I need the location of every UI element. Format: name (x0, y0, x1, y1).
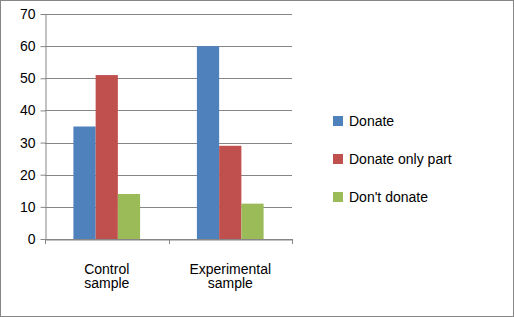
y-tick: 50 (20, 70, 46, 86)
chart: 0 10 20 30 40 50 60 70 Controlsample Experimental… (0, 0, 514, 317)
y-tick-mark (41, 239, 46, 240)
chart-border (1, 1, 514, 317)
y-tick-mark (41, 78, 46, 79)
y-tick-label: 40 (20, 102, 36, 118)
y-tick-label: 60 (20, 38, 36, 54)
x-separator (169, 239, 170, 244)
y-tick-label: 0 (28, 231, 36, 247)
grid-line (45, 46, 292, 47)
y-tick-label: 30 (20, 135, 36, 151)
bar (96, 75, 118, 239)
legend-label: Don't donate (349, 189, 428, 205)
y-tick-mark (41, 175, 46, 176)
legend-item: Donate only part (333, 151, 452, 167)
y-tick-mark (41, 14, 46, 15)
y-axis-line (46, 15, 47, 240)
x-separators (46, 239, 293, 244)
y-tick-mark (41, 110, 46, 111)
x-tick: Controlsample (84, 240, 129, 291)
y-tick-mark (41, 143, 46, 144)
y-tick: 30 (20, 135, 46, 151)
y-tick-label: 50 (20, 70, 36, 86)
y-tick-label: 10 (20, 199, 36, 215)
bars (73, 46, 263, 239)
y-tick-label: 70 (20, 6, 36, 22)
y-tick: 70 (20, 6, 46, 22)
x-separator (292, 239, 293, 244)
grid-line (45, 78, 292, 79)
x-axis: Controlsample Experimentalsample (46, 240, 293, 291)
y-tick: 60 (20, 38, 46, 54)
x-tick-label-line: sample (84, 275, 129, 291)
bar (118, 194, 140, 239)
y-axis: 0 10 20 30 40 50 60 70 (20, 6, 46, 247)
legend-label: Donate only part (349, 151, 452, 167)
legend-item: Don't donate (333, 189, 428, 205)
grid (45, 15, 292, 240)
grid-line (45, 110, 292, 111)
y-tick: 10 (20, 199, 46, 215)
y-tick-label: 20 (20, 167, 36, 183)
x-separator (45, 239, 46, 244)
legend-label: Donate (349, 113, 394, 129)
x-tick-label-line: sample (208, 275, 253, 291)
y-tick: 0 (28, 231, 46, 247)
bar (219, 146, 241, 239)
bar (73, 127, 95, 240)
y-tick-mark (41, 207, 46, 208)
legend-swatch (333, 192, 343, 202)
y-tick-mark (41, 46, 46, 47)
x-tick-label: Controlsample (84, 261, 129, 290)
legend: Donate Donate only part Don't donate (333, 113, 452, 205)
x-tick: Experimentalsample (189, 240, 271, 291)
grid-line (45, 239, 292, 240)
bar (241, 204, 263, 239)
legend-item: Donate (333, 113, 394, 129)
x-tick-label: Experimentalsample (189, 261, 271, 290)
y-tick: 40 (20, 102, 46, 118)
legend-swatch (333, 154, 343, 164)
y-tick: 20 (20, 167, 46, 183)
grid-line (45, 14, 292, 15)
legend-swatch (333, 116, 343, 126)
bar (197, 46, 219, 239)
